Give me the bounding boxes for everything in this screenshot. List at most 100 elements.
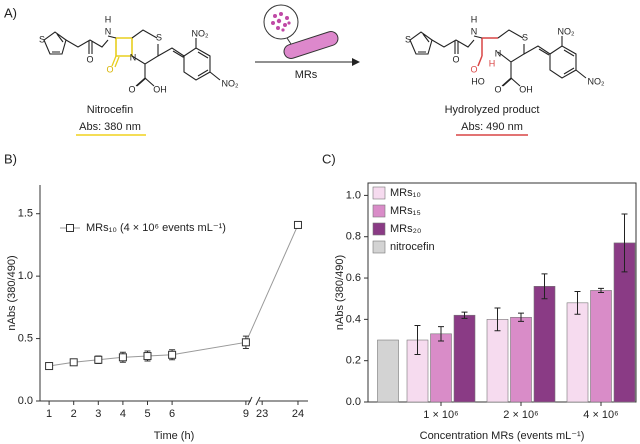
atom-label: S [39,34,45,44]
legend-swatch [372,204,386,218]
atom-label: N [105,26,112,36]
y-axis-label: nAbs (380/490) [6,255,18,330]
legend-label: MRs₁₀ (4 × 10⁶ events mL⁻¹) [86,222,226,234]
x-axis-label: Concentration MRs (events mL⁻¹) [420,430,585,442]
reactant-structure: S O H N N S O O OH NO₂ NO₂ [39,14,239,94]
product-abs: Abs: 490 nm [461,121,523,133]
y-axis-label: nAbs (380/490) [334,255,346,330]
error-bar [621,213,628,273]
point [45,362,54,371]
y-tick-label: 0.4 [346,313,361,325]
series-line [49,224,299,367]
legend-swatch [372,186,386,200]
y-tick-label: 1.0 [18,270,33,282]
bar [377,339,399,403]
y-tick-label: 0.5 [18,332,33,344]
product-name: Hydrolyzed product [445,104,540,116]
atom-label: H [471,14,478,24]
bar [590,290,612,403]
x-tick-label: 4 × 10⁶ [583,409,618,421]
x-tick-label: 2 × 10⁶ [503,409,538,421]
atom-label: O [452,54,459,64]
atom-label: O [470,64,477,74]
reactant-abs: Abs: 380 nm [79,121,141,133]
atom-label: OH [519,84,533,94]
atom-label: O [128,84,135,94]
y-tick-label: 0.8 [346,231,361,243]
x-tick-label: 2 [71,408,77,420]
atom-label: O [494,84,501,94]
x-tick-label: 6 [169,408,175,420]
error-bar [461,311,468,319]
point [143,352,152,361]
legend-marker [66,224,74,232]
bar [430,333,452,403]
point [69,358,78,367]
error-bar [541,273,548,300]
y-tick-label: 1.5 [18,208,33,220]
atom-label: N [471,26,478,36]
y-tick-label: 0.0 [18,395,33,407]
panel-label: A) [4,5,17,20]
atom-label: OH [153,84,167,94]
reactant-name: Nitrocefin [87,104,133,116]
x-tick-label: 23 [256,408,268,420]
error-bar [574,290,581,315]
x-tick-label: 1 × 10⁶ [423,409,458,421]
bar [486,319,509,403]
atom-label: HO [471,76,485,86]
reaction-arrow: MRs [255,4,360,81]
error-bar [598,287,604,293]
atom-label: S [405,34,411,44]
x-axis-label: Time (h) [154,430,195,442]
point [241,338,250,347]
x-tick-label: 4 [120,408,126,420]
product-structure: S O H N H N S O HO O OH NO₂ NO₂ [405,14,605,94]
atom-label: N [130,52,137,62]
panel-label: C) [322,151,336,166]
point [168,350,177,359]
x-tick-label: 5 [144,408,150,420]
legend-swatch [372,222,386,236]
point [118,353,127,362]
atom-label: NO₂ [222,78,240,88]
reagent-label: MRs [295,69,318,81]
legend-label: nitrocefin [390,241,435,253]
error-bar [414,325,421,355]
atom-label: S [522,32,528,42]
x-tick-label: 24 [292,408,304,420]
bar [453,314,476,403]
atom-label: NO₂ [192,28,210,38]
atom-label: S [156,32,162,42]
atom-label: N [495,48,502,58]
legend-label: MRs₁₅ [390,205,421,217]
axis-break [247,396,261,406]
bar [510,316,532,403]
scheme: A) S O H N N S O O OH NO₂ NO₂ Nitrocefin… [4,4,605,136]
point [94,355,103,364]
atom-label: H [105,14,112,24]
panel-label: B) [4,151,17,166]
atom-label: O [86,54,93,64]
y-tick-label: 0.6 [346,272,361,284]
y-tick-label: 0.2 [346,355,361,367]
bar [533,286,556,403]
legend-label: MRs₂₀ [390,223,421,235]
atom-label: NO₂ [588,76,606,86]
y-tick-label: 0.0 [346,396,361,408]
error-bar [518,312,524,322]
x-tick-label: 9 [243,408,249,420]
legend-label: MRs₁₀ [390,187,421,199]
x-tick-label: 1 [46,408,52,420]
error-bar [494,307,501,332]
x-tick-label: 3 [95,408,101,420]
atom-label: NO₂ [558,26,576,36]
error-bar [438,326,444,342]
y-tick-label: 1.0 [346,189,361,201]
point [293,220,302,229]
atom-label: O [106,64,113,74]
legend-swatch [372,240,386,254]
bar [566,302,589,403]
atom-label: H [489,58,496,68]
